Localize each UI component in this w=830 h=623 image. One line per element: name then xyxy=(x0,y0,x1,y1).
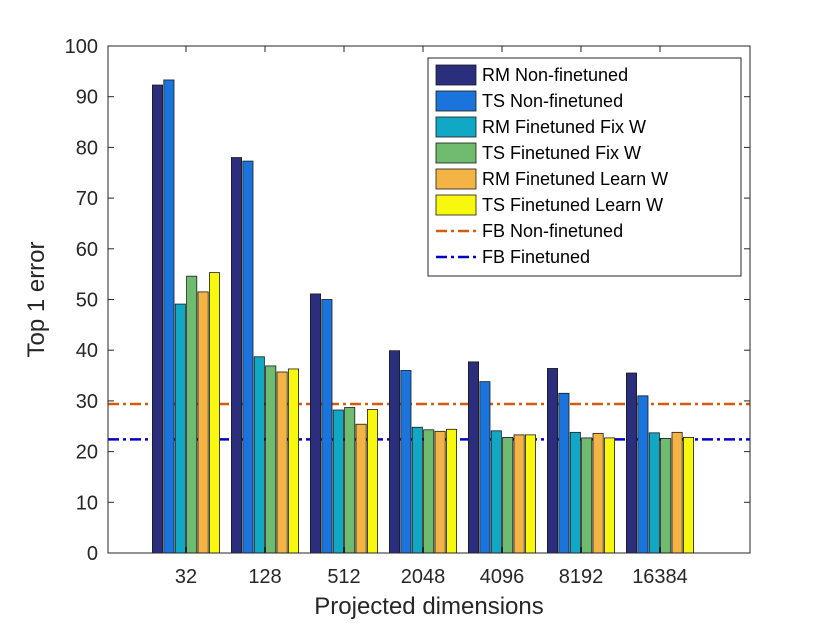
x-tick-label: 8192 xyxy=(559,566,604,588)
bar-rm-finetuned-learn-w-4096 xyxy=(513,434,525,554)
bar-rm-finetuned-fix-w-8192 xyxy=(569,431,581,554)
y-tick-label: 40 xyxy=(76,340,98,362)
chart-legend: RM Non-finetuned TS Non-finetuned RM Finet… xyxy=(427,57,742,277)
y-axis-title: Top 1 error xyxy=(23,241,50,357)
bar-ts-finetuned-learn-w-512 xyxy=(366,409,378,554)
x-tick-label: 512 xyxy=(327,566,360,588)
y-tick-label: 10 xyxy=(76,492,98,514)
legend-label-ts-non-finetuned: TS Non-finetuned xyxy=(482,91,623,111)
legend-swatch-ts-finetuned-learn-w xyxy=(435,194,477,216)
bar-rm-finetuned-learn-w-16384 xyxy=(671,431,683,554)
bar-rm-finetuned-fix-w-2048 xyxy=(411,426,423,554)
bar-ts-finetuned-fix-w-2048 xyxy=(423,429,435,554)
bar-rm-finetuned-learn-w-8192 xyxy=(592,432,604,554)
bar-ts-finetuned-fix-w-16384 xyxy=(660,438,672,554)
bar-rm-finetuned-fix-w-128 xyxy=(253,356,265,554)
bar-ts-finetuned-learn-w-16384 xyxy=(683,437,695,554)
bar-ts-non-finetuned-2048 xyxy=(400,370,412,554)
bar-ts-non-finetuned-4096 xyxy=(479,381,491,554)
bar-ts-finetuned-fix-w-8192 xyxy=(581,437,593,554)
x-tick-label: 2048 xyxy=(401,566,446,588)
bar-ts-non-finetuned-128 xyxy=(242,160,254,554)
y-tick-label: 60 xyxy=(76,239,98,261)
y-tick-label: 50 xyxy=(76,290,98,312)
bar-ts-finetuned-learn-w-4096 xyxy=(525,434,537,554)
bar-ts-finetuned-learn-w-2048 xyxy=(445,428,457,554)
y-tick-label: 80 xyxy=(76,137,98,159)
bar-ts-finetuned-fix-w-512 xyxy=(344,407,356,554)
legend-label-rm-non-finetuned: RM Non-finetuned xyxy=(482,65,628,85)
y-tick-label: 0 xyxy=(87,543,98,565)
bar-rm-non-finetuned-32 xyxy=(151,84,163,554)
bar-rm-finetuned-fix-w-512 xyxy=(332,409,344,554)
bar-ts-finetuned-learn-w-128 xyxy=(287,368,299,554)
bar-rm-finetuned-learn-w-128 xyxy=(276,371,288,554)
bar-rm-finetuned-learn-w-2048 xyxy=(434,430,446,554)
legend-swatch-rm-finetuned-learn-w xyxy=(435,168,477,190)
bar-ts-non-finetuned-16384 xyxy=(637,395,649,554)
legend-label-rm-finetuned-learn-w: RM Finetuned Learn W xyxy=(482,169,668,189)
y-tick-label: 30 xyxy=(76,391,98,413)
legend-swatch-ts-non-finetuned xyxy=(435,90,477,112)
bar-ts-finetuned-fix-w-128 xyxy=(265,365,277,554)
y-tick-label: 70 xyxy=(76,188,98,210)
bar-rm-finetuned-learn-w-32 xyxy=(197,291,209,554)
legend-label-ts-finetuned-fix-w: TS Finetuned Fix W xyxy=(482,143,641,163)
legend-label-rm-finetuned-fix-w: RM Finetuned Fix W xyxy=(482,117,646,137)
bar-ts-non-finetuned-512 xyxy=(321,299,333,554)
y-tick-label: 20 xyxy=(76,442,98,464)
bar-ts-finetuned-learn-w-32 xyxy=(208,272,220,554)
x-tick-label: 128 xyxy=(248,566,281,588)
legend-label-ts-finetuned-learn-w: TS Finetuned Learn W xyxy=(482,195,663,215)
y-tick-label: 100 xyxy=(65,36,98,58)
y-tick-label: 90 xyxy=(76,87,98,109)
bar-rm-finetuned-fix-w-4096 xyxy=(490,430,502,554)
x-axis-title: Projected dimensions xyxy=(314,593,543,620)
bar-ts-non-finetuned-32 xyxy=(163,79,175,554)
bar-ts-finetuned-fix-w-4096 xyxy=(502,437,514,554)
bar-ts-finetuned-fix-w-32 xyxy=(186,275,198,554)
x-tick-label: 16384 xyxy=(632,566,688,588)
legend-swatch-rm-non-finetuned xyxy=(435,64,477,86)
x-axis-ticks: 32 128 512 2048 4096 8192 16384 xyxy=(175,46,688,588)
bar-ts-non-finetuned-8192 xyxy=(558,392,570,554)
bar-series-group xyxy=(151,79,695,554)
bar-rm-non-finetuned-4096 xyxy=(467,361,479,554)
y-axis-ticks: 0 10 20 30 40 50 60 70 80 90 100 xyxy=(65,36,750,565)
x-tick-label: 32 xyxy=(175,566,197,588)
bar-ts-finetuned-learn-w-8192 xyxy=(604,437,616,554)
legend-label-fb-non-finetuned: FB Non-finetuned xyxy=(482,221,623,241)
legend-box xyxy=(427,57,742,277)
bar-rm-finetuned-fix-w-16384 xyxy=(648,432,660,554)
legend-swatch-rm-finetuned-fix-w xyxy=(435,116,477,138)
bar-rm-non-finetuned-8192 xyxy=(547,368,559,554)
legend-swatch-ts-finetuned-fix-w xyxy=(435,142,477,164)
bar-rm-non-finetuned-2048 xyxy=(388,350,400,554)
bar-rm-finetuned-learn-w-512 xyxy=(355,423,367,554)
x-tick-label: 4096 xyxy=(480,566,525,588)
bar-rm-non-finetuned-512 xyxy=(309,293,321,554)
bar-rm-non-finetuned-128 xyxy=(230,157,242,554)
bar-rm-non-finetuned-16384 xyxy=(626,372,638,554)
bar-rm-finetuned-fix-w-32 xyxy=(174,303,186,554)
legend-label-fb-finetuned: FB Finetuned xyxy=(482,247,590,267)
